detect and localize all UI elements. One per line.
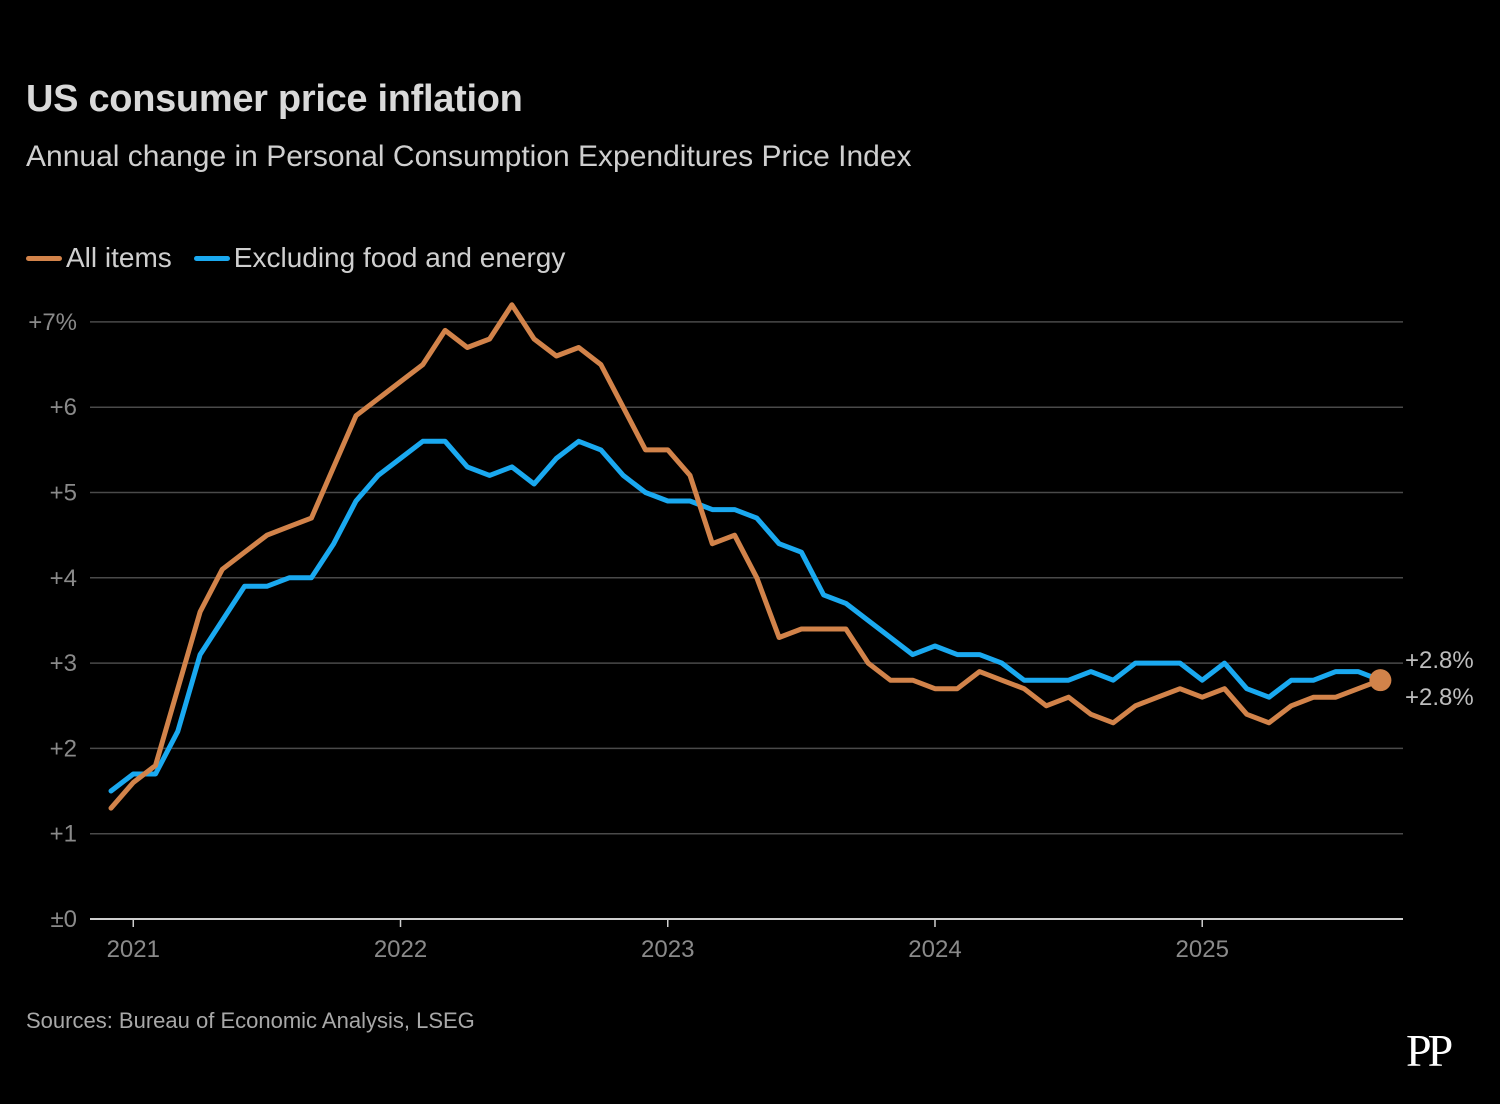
- chart-title: US consumer price inflation: [26, 78, 523, 120]
- legend-label-core: Excluding food and energy: [233, 242, 566, 273]
- legend-item-core: Excluding food and energy: [193, 242, 566, 274]
- y-tick-label: +2: [50, 735, 77, 762]
- end-label-core: +2.8%: [1405, 647, 1474, 674]
- y-tick-label: +4: [50, 565, 77, 592]
- legend-swatch-all-items: [26, 255, 62, 261]
- x-tick-label: 2025: [1176, 936, 1229, 963]
- chart-legend: All items Excluding food and energy: [26, 242, 587, 274]
- y-tick-label: ±0: [50, 906, 77, 933]
- series-line-all-items: [108, 302, 1383, 811]
- y-tick-label: +1: [50, 821, 77, 848]
- legend-swatch-core: [193, 255, 230, 261]
- end-point-marker: [1369, 669, 1392, 692]
- end-label-all-items: +2.8%: [1405, 684, 1474, 711]
- y-tick-label: +6: [50, 394, 77, 421]
- legend-label-all-items: All items: [66, 242, 172, 273]
- y-tick-label: +5: [50, 480, 77, 507]
- x-tick-label: 2023: [641, 936, 694, 963]
- x-tick-label: 2022: [374, 936, 427, 963]
- y-tick-label: +3: [50, 650, 77, 677]
- source-note: Sources: Bureau of Economic Analysis, LS…: [26, 1008, 475, 1033]
- legend-item-all-items: All items: [26, 242, 172, 274]
- x-tick-label: 2021: [107, 936, 160, 963]
- y-tick-label: +7%: [28, 309, 77, 336]
- brand-logo: PP: [1406, 1025, 1453, 1076]
- chart-subtitle: Annual change in Personal Consumption Ex…: [26, 140, 912, 173]
- series-line-core: [108, 438, 1383, 794]
- x-tick-label: 2024: [908, 936, 961, 963]
